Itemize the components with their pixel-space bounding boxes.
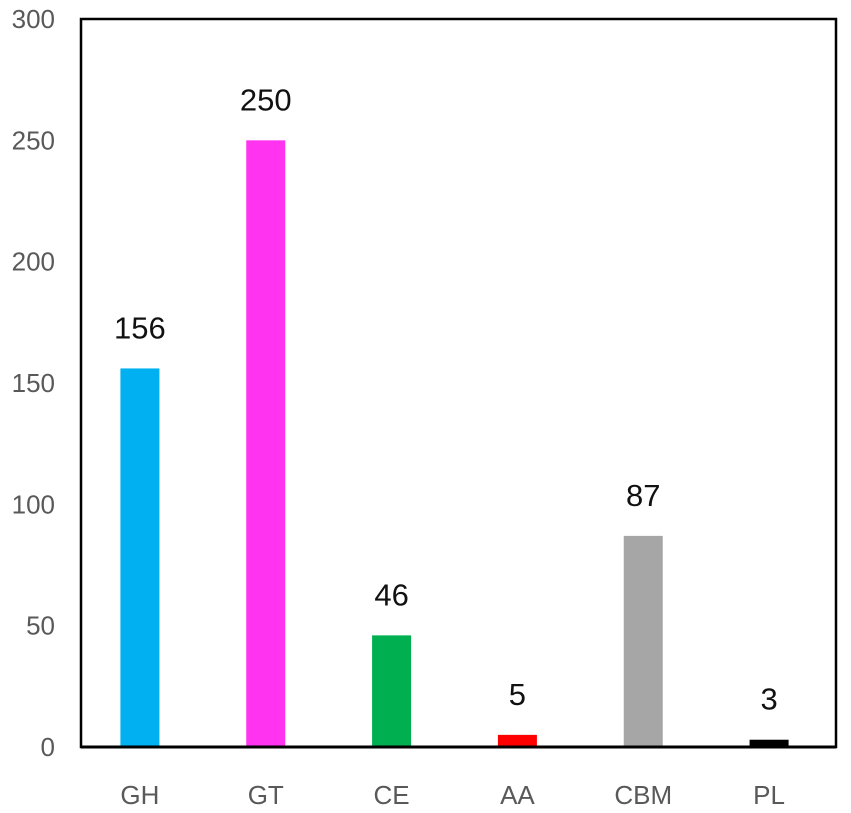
y-tick-label: 50 [26,611,55,641]
x-tick-label: CBM [614,780,672,810]
y-tick-label: 0 [41,732,55,762]
x-tick-label: PL [753,780,785,810]
data-label-gh: 156 [114,310,166,345]
y-tick-label: 300 [12,4,55,34]
data-label-ce: 46 [374,577,408,612]
bar-gh [120,368,160,747]
bar-ce [372,635,412,747]
x-tick-label: CE [374,780,410,810]
bar-cbm [623,535,663,747]
y-tick-label: 250 [12,125,55,155]
bar-aa [497,734,537,747]
data-label-cbm: 87 [626,478,660,513]
bar-gt [246,140,286,748]
bar-pl [749,739,789,747]
plot-frame [79,17,838,749]
data-label-gt: 250 [240,82,292,117]
data-label-aa: 5 [509,677,526,712]
y-tick-label: 200 [12,247,55,277]
x-tick-label: GH [120,780,159,810]
y-tick-label: 100 [12,489,55,519]
data-label-pl: 3 [760,682,777,717]
x-tick-label: GT [248,780,284,810]
x-tick-label: AA [500,780,535,810]
y-tick-label: 150 [12,368,55,398]
